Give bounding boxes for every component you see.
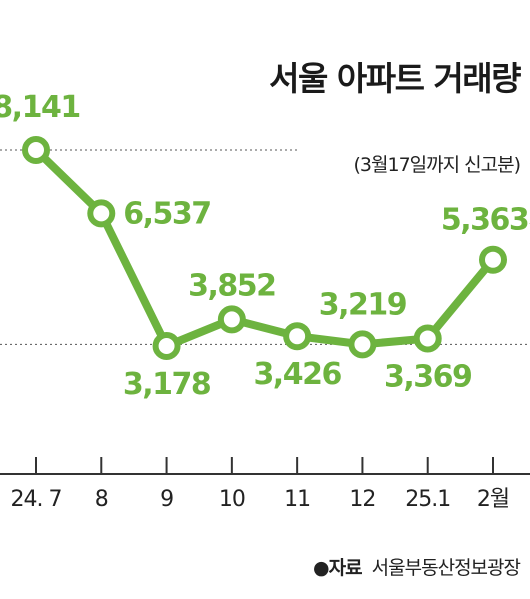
x-tick-label: 9 xyxy=(160,487,173,512)
x-tick-label: 24. 7 xyxy=(11,487,62,512)
data-label: 8,141 xyxy=(0,90,80,125)
data-label: 3,369 xyxy=(384,359,471,394)
data-point xyxy=(413,324,442,353)
data-points xyxy=(22,136,507,360)
data-label: 5,363건 xyxy=(441,203,530,238)
x-axis-tick-labels: 24. 7 8 9 10 11 12 25.1 2월 xyxy=(11,487,511,512)
source-text: 서울부동산정보광장 xyxy=(371,557,521,579)
data-label: 6,537 xyxy=(123,196,210,231)
chart-title: 서울 아파트 거래량 xyxy=(269,59,521,98)
x-axis-ticks xyxy=(35,457,494,474)
series-line xyxy=(32,146,497,350)
unit-suffix: 건 xyxy=(528,211,530,235)
data-point xyxy=(22,136,50,164)
chart-subtitle: (3월17일까지 신고분) xyxy=(353,154,521,176)
data-point xyxy=(152,332,181,360)
x-tick-label: 25.1 xyxy=(405,487,450,512)
data-point xyxy=(479,245,507,274)
data-point xyxy=(348,330,377,359)
x-tick-label: 2월 xyxy=(477,487,509,512)
source-note: ●자료 서울부동산정보광장 xyxy=(313,553,521,580)
data-label: 3,219 xyxy=(319,287,406,322)
data-labels: 8,141 6,537 3,178 3,852 3,426 3,219 3,369 5,363… xyxy=(0,90,530,402)
data-label: 3,852 xyxy=(188,268,275,303)
x-tick-label: 10 xyxy=(219,487,245,512)
data-label: 3,178 xyxy=(123,367,211,402)
data-point xyxy=(283,322,312,351)
data-point xyxy=(217,305,246,334)
data-point xyxy=(87,199,116,228)
data-label: 3,426 xyxy=(253,357,341,392)
source-marker: ●자료 xyxy=(313,557,363,579)
x-tick-label: 8 xyxy=(95,487,108,512)
x-tick-label: 12 xyxy=(349,487,375,512)
x-tick-label: 11 xyxy=(284,487,310,512)
